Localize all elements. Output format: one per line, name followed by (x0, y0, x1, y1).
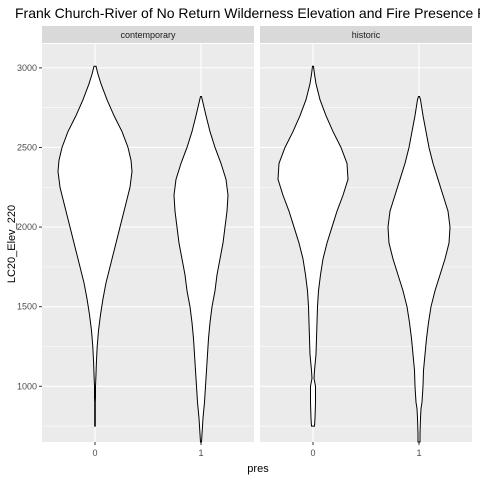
x-tick-label: 0 (92, 448, 97, 458)
y-tick-label: 2000 (17, 222, 37, 232)
panel-contemporary: contemporary (42, 26, 254, 443)
violin-historic-1 (387, 96, 451, 443)
strip-label: contemporary (120, 30, 176, 40)
x-axis: 0 1 0 1 (92, 442, 422, 458)
violin-contemporary-1 (173, 96, 229, 443)
x-tick-label: 1 (198, 448, 203, 458)
y-tick-label: 2500 (17, 142, 37, 152)
x-tick-label: 1 (416, 448, 421, 458)
y-tick-label: 3000 (17, 63, 37, 73)
x-axis-title: pres (247, 463, 269, 475)
x-tick-label: 0 (310, 448, 315, 458)
strip-label: historic (352, 30, 381, 40)
y-axis-title: LC20_Elev_220 (6, 205, 18, 283)
chart-title: Frank Church-River of No Return Wilderne… (15, 5, 480, 21)
violin-historic-0 (277, 65, 349, 427)
strip-background (260, 26, 472, 43)
y-axis: 1000 1500 2000 2500 3000 (17, 63, 42, 391)
strip-background (42, 26, 254, 43)
violin-layer (57, 65, 229, 443)
violin-layer (277, 65, 451, 443)
violin-contemporary-0 (57, 65, 133, 427)
panel-historic: historic (260, 26, 472, 443)
y-tick-label: 1000 (17, 381, 37, 391)
y-tick-label: 1500 (17, 302, 37, 312)
